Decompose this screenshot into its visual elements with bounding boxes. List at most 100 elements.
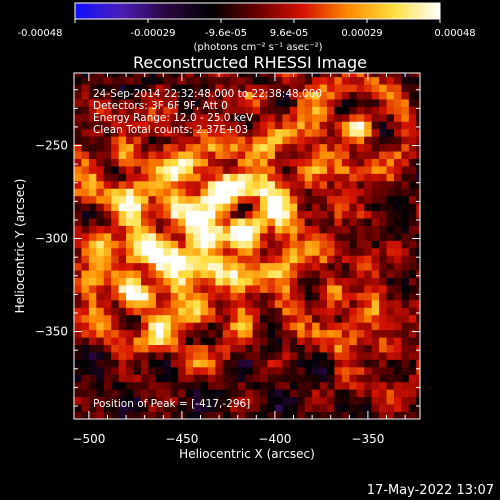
heatmap-cell xyxy=(111,225,120,234)
heatmap-cell xyxy=(74,106,82,115)
heatmap-cell xyxy=(170,210,179,219)
heatmap-cell xyxy=(185,381,194,390)
heatmap-cell xyxy=(252,76,261,85)
heatmap-cell xyxy=(111,99,120,107)
heatmap-cell xyxy=(356,366,365,375)
heatmap-cell xyxy=(163,366,172,375)
heatmap-cell xyxy=(222,225,231,234)
heatmap-cell xyxy=(81,285,90,293)
heatmap-cell xyxy=(312,389,320,398)
heatmap-cell xyxy=(207,411,216,419)
heatmap-cell xyxy=(326,166,335,174)
heatmap-cell xyxy=(133,99,142,107)
heatmap-cell xyxy=(96,121,105,130)
heatmap-cell xyxy=(341,195,350,204)
heatmap-cell xyxy=(178,255,187,264)
heatmap-cell xyxy=(334,404,343,412)
heatmap-cell xyxy=(207,285,216,293)
y-tick-label: −300 xyxy=(35,232,68,246)
heatmap-cell xyxy=(185,76,194,85)
heatmap-cell xyxy=(289,151,298,159)
heatmap-cell xyxy=(282,411,291,419)
heatmap-cell xyxy=(356,121,365,130)
heatmap-cell xyxy=(371,337,380,345)
heatmap-cell xyxy=(274,359,283,368)
heatmap-cell xyxy=(215,188,224,197)
heatmap-cell xyxy=(126,203,134,212)
heatmap-cell xyxy=(356,292,365,301)
heatmap-cell xyxy=(193,106,201,115)
x-tick-label: −450 xyxy=(165,432,198,446)
heatmap-cell xyxy=(148,404,157,412)
heatmap-cell xyxy=(282,344,291,353)
heatmap-cell xyxy=(88,113,97,122)
heatmap-cell xyxy=(133,166,142,174)
heatmap-cell xyxy=(312,337,320,345)
heatmap-cell xyxy=(252,106,261,115)
heatmap-cell xyxy=(88,84,97,92)
heatmap-cell xyxy=(96,366,105,375)
heatmap-cell xyxy=(155,158,164,167)
heatmap-cell xyxy=(74,188,82,197)
heatmap-cell xyxy=(393,404,402,412)
heatmap-cell xyxy=(289,195,298,204)
heatmap-cell xyxy=(319,255,328,264)
heatmap-cell xyxy=(118,99,127,107)
heatmap-cell xyxy=(274,143,283,152)
heatmap-cell xyxy=(408,359,417,368)
heatmap-cell xyxy=(326,337,335,345)
heatmap-cell xyxy=(245,389,253,398)
heatmap-cell xyxy=(245,299,253,308)
heatmap-cell xyxy=(341,225,350,234)
heatmap-cell xyxy=(163,374,172,383)
heatmap-cell xyxy=(371,307,380,316)
heatmap-cell xyxy=(126,374,134,383)
heatmap-cell xyxy=(193,396,201,405)
heatmap-cell xyxy=(155,84,164,92)
heatmap-cell xyxy=(364,277,373,286)
heatmap-cell xyxy=(178,366,187,375)
heatmap-cell xyxy=(111,128,120,137)
heatmap-cell xyxy=(349,381,358,390)
heatmap-cell xyxy=(386,76,395,85)
heatmap-cell xyxy=(118,240,127,249)
heatmap-cell xyxy=(379,240,387,249)
heatmap-cell xyxy=(379,84,387,92)
heatmap-cell xyxy=(371,158,380,167)
heatmap-cell xyxy=(341,143,350,152)
heatmap-cell xyxy=(274,195,283,204)
heatmap-cell xyxy=(118,113,127,122)
heatmap-cell xyxy=(416,255,420,264)
heatmap-cell xyxy=(393,225,402,234)
heatmap-cell xyxy=(230,247,239,256)
heatmap-cell xyxy=(297,210,306,219)
heatmap-cell xyxy=(96,188,105,197)
heatmap-cell xyxy=(215,210,224,219)
heatmap-cell xyxy=(96,270,105,279)
heatmap-cell xyxy=(88,389,97,398)
heatmap-cell xyxy=(193,292,201,301)
heatmap-cell xyxy=(364,84,373,92)
heatmap-cell xyxy=(200,225,209,234)
heatmap-cell xyxy=(140,255,149,264)
heatmap-cell xyxy=(312,84,320,92)
heatmap-cell xyxy=(74,218,82,226)
heatmap-cell xyxy=(133,314,142,323)
heatmap-cell xyxy=(237,307,246,316)
heatmap-cell xyxy=(170,411,179,419)
heatmap-cell xyxy=(230,389,239,398)
heatmap-cell xyxy=(260,128,268,137)
heatmap-cell xyxy=(252,84,261,92)
heatmap-cell xyxy=(416,91,420,100)
heatmap-cell xyxy=(312,381,320,390)
heatmap-cell xyxy=(245,158,253,167)
heatmap-cell xyxy=(408,143,417,152)
heatmap-cell xyxy=(260,151,268,159)
heatmap-cell xyxy=(155,352,164,360)
heatmap-cell xyxy=(371,255,380,264)
heatmap-cell xyxy=(297,352,306,360)
heatmap-cell xyxy=(185,232,194,241)
heatmap-cell xyxy=(237,99,246,107)
heatmap-cell xyxy=(126,180,134,189)
heatmap-cell xyxy=(267,247,276,256)
